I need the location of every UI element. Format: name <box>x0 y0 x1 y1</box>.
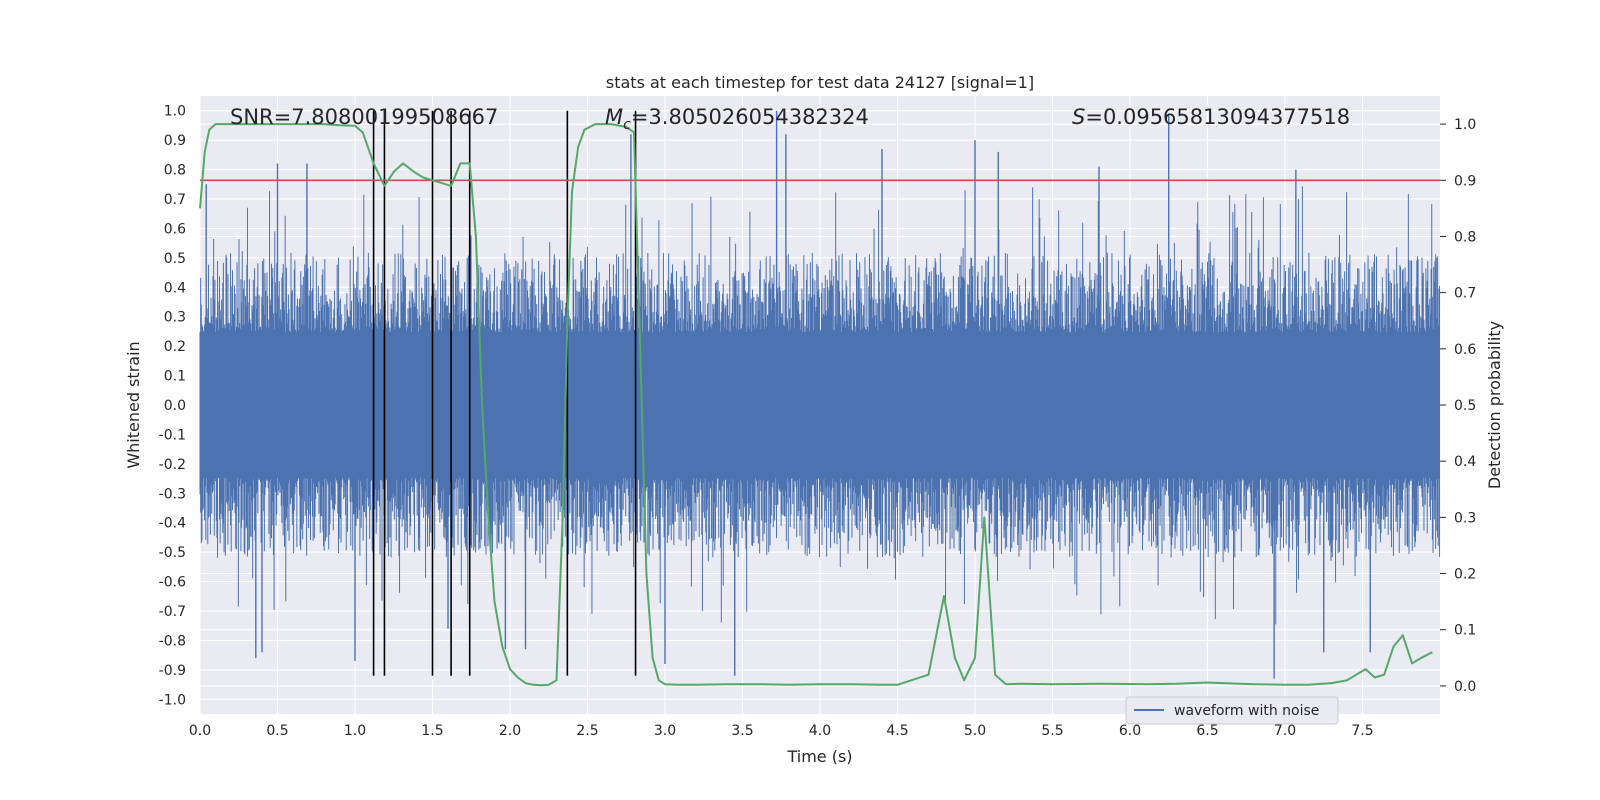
legend-label: waveform with noise <box>1174 703 1319 719</box>
vertical-markers <box>372 110 637 676</box>
y-tick-label-right: 0.7 <box>1454 286 1476 302</box>
x-tick-label: 5.0 <box>964 723 986 739</box>
waveform-series <box>199 110 1441 679</box>
x-tick-label: 7.0 <box>1274 723 1296 739</box>
x-tick-label: 6.5 <box>1196 723 1218 739</box>
y-tick-label-left: -0.1 <box>159 427 186 443</box>
y-tick-label-left: 0.6 <box>164 221 186 237</box>
snr-annotation: SNR=7.80800199508667 <box>230 105 498 129</box>
y-tick-label-right: 0.3 <box>1454 510 1476 526</box>
y-tick-label-right: 0.4 <box>1454 454 1476 470</box>
x-axis-label: Time (s) <box>786 747 852 766</box>
y-tick-label-left: -0.2 <box>159 457 186 473</box>
y-tick-label-left: -0.5 <box>159 545 186 561</box>
x-axis-ticks: 0.0 0.5 1.0 1.5 2.0 2.5 3.0 3.5 4.0 4.5 5.0 5.5 6.0 6… <box>189 723 1374 739</box>
y-tick-label-right: 0.1 <box>1454 623 1476 639</box>
waveform-strokes <box>199 186 1441 625</box>
x-tick-label: 2.5 <box>576 723 598 739</box>
y-tick-label-left: 0.3 <box>164 310 186 326</box>
left-axis-ticks: -1.0 -0.9 -0.8 -0.7 -0.6 -0.5 -0.4 -0.3 -0.2 -0.1… <box>159 104 186 709</box>
x-tick-label: 3.0 <box>654 723 676 739</box>
s-symbol: S <box>1072 105 1085 129</box>
y-tick-label-left: 0.2 <box>164 339 186 355</box>
y-tick-label-left: 0.9 <box>164 133 186 149</box>
chirp-mass-symbol: M <box>605 105 623 129</box>
x-tick-label: 4.0 <box>809 723 831 739</box>
y-tick-label-left: -0.4 <box>159 516 186 532</box>
y-tick-label-right: 0.9 <box>1454 173 1476 189</box>
y-tick-label-right: 0.8 <box>1454 229 1476 245</box>
legend-box <box>1125 696 1339 725</box>
right-axis-ticks: 0.0 0.1 0.2 0.3 0.4 0.5 0.6 0.7 0.8 0.9 1.0 <box>1440 117 1476 695</box>
snr-value: 7.80800199508667 <box>291 105 498 129</box>
x-tick-label: 1.0 <box>344 723 366 739</box>
y-tick-label-left: 0.7 <box>164 192 186 208</box>
y-tick-label-left: 0.5 <box>164 251 186 267</box>
y-tick-label-right: 0.0 <box>1454 679 1476 695</box>
y-tick-label-left: 0.1 <box>164 369 186 385</box>
y-tick-label-left: -0.6 <box>159 575 186 591</box>
probability-line <box>199 123 1433 687</box>
y-tick-label-left: -0.8 <box>159 633 186 649</box>
y-tick-label-left: 0.8 <box>164 163 186 179</box>
probability-series <box>199 123 1433 687</box>
y-tick-label-left: -0.3 <box>159 486 186 502</box>
chart-title: stats at each timestep for test data 241… <box>606 73 1034 92</box>
x-tick-label: 2.0 <box>499 723 521 739</box>
x-tick-label: 1.5 <box>421 723 443 739</box>
x-tick-label: 3.5 <box>731 723 753 739</box>
y-tick-label-left: -1.0 <box>159 692 186 708</box>
y-tick-label-left: 0.4 <box>164 280 186 296</box>
x-tick-label: 7.5 <box>1351 723 1373 739</box>
y-tick-label-left: -0.9 <box>159 663 186 679</box>
x-tick-label: 0.0 <box>189 723 211 739</box>
snr-prefix: SNR= <box>230 105 291 129</box>
y-tick-label-right: 0.2 <box>1454 567 1476 583</box>
legend: waveform with noise <box>1125 696 1339 725</box>
chirp-mass-subscript: c <box>623 117 631 133</box>
y-tick-label-left: 0.0 <box>164 398 186 414</box>
y-tick-label-left: 1.0 <box>164 104 186 120</box>
y-tick-label-right: 0.6 <box>1454 342 1476 358</box>
s-annotation: S=0.09565813094377518 <box>1072 105 1350 129</box>
y-tick-label-left: -0.7 <box>159 604 186 620</box>
chirp-mass-annotation: Mc=3.805026054382324 <box>605 105 869 133</box>
x-tick-label: 6.0 <box>1119 723 1141 739</box>
chirp-mass-value: =3.805026054382324 <box>631 105 869 129</box>
y-axis-label-right: Detection probability <box>1485 321 1504 489</box>
y-tick-label-right: 1.0 <box>1454 117 1476 133</box>
y-tick-label-right: 0.5 <box>1454 398 1476 414</box>
x-tick-label: 0.5 <box>266 723 288 739</box>
s-value: =0.09565813094377518 <box>1085 105 1350 129</box>
y-axis-label-left: Whitened strain <box>124 341 143 468</box>
x-tick-label: 4.5 <box>886 723 908 739</box>
x-tick-label: 5.5 <box>1041 723 1063 739</box>
